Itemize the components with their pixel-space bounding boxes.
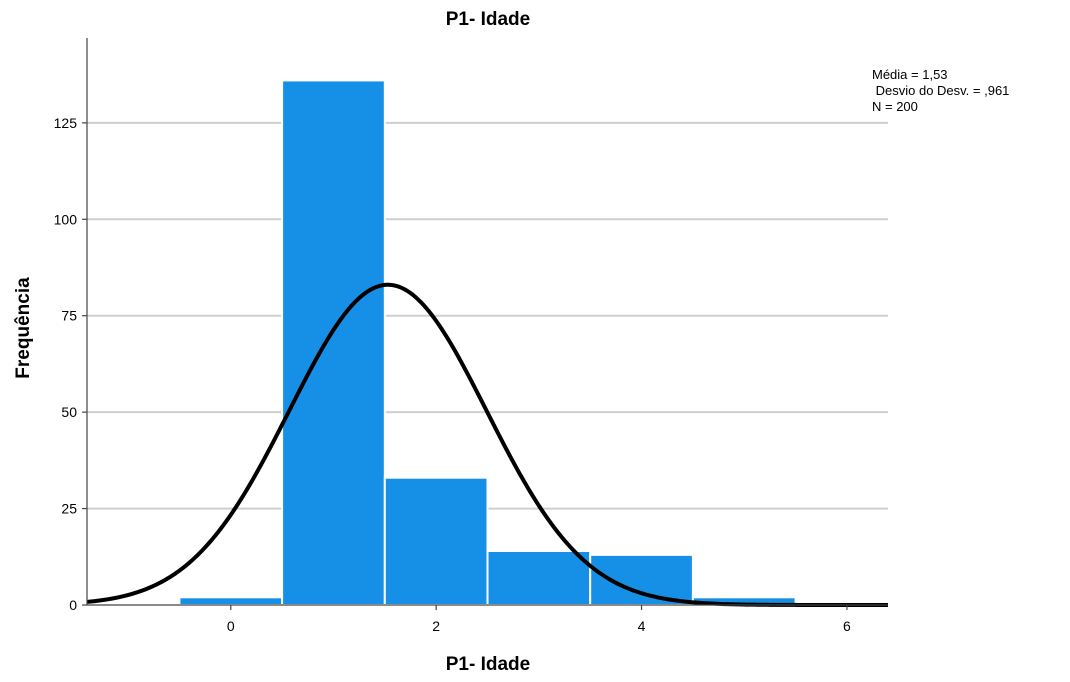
y-tick-label: 75 xyxy=(61,308,77,324)
stats-sd: Desvio do Desv. = ,961 xyxy=(872,83,1009,98)
y-axis-title: Frequência xyxy=(13,277,34,379)
bars xyxy=(178,79,797,607)
axes xyxy=(86,38,888,606)
chart-title: P1- Idade xyxy=(446,9,530,30)
y-tick-label: 50 xyxy=(61,404,77,420)
histogram-bar xyxy=(486,550,592,606)
histogram-bar xyxy=(281,79,386,606)
x-tick-label: 6 xyxy=(843,618,851,634)
y-tick-label: 125 xyxy=(54,115,78,131)
gridlines xyxy=(87,121,888,510)
stats-legend: Média = 1,53 Desvio do Desv. = ,961 N = … xyxy=(872,67,1009,114)
stats-n: N = 200 xyxy=(872,99,918,114)
y-tick-label: 0 xyxy=(69,597,77,613)
stats-mean: Média = 1,53 xyxy=(872,67,948,82)
y-tick-label: 100 xyxy=(54,211,78,227)
histogram-bar xyxy=(383,476,489,607)
x-tick-label: 2 xyxy=(432,618,440,634)
histogram-bar xyxy=(589,553,694,606)
histogram-bar xyxy=(178,596,284,606)
y-tick-label: 25 xyxy=(61,501,77,517)
x-tick-label: 0 xyxy=(227,618,235,634)
tick-labels: 0 25 50 75 100 125 0 2 4 6 xyxy=(54,115,851,634)
x-axis-title: P1- Idade xyxy=(446,654,530,675)
x-tick-label: 4 xyxy=(638,618,646,634)
